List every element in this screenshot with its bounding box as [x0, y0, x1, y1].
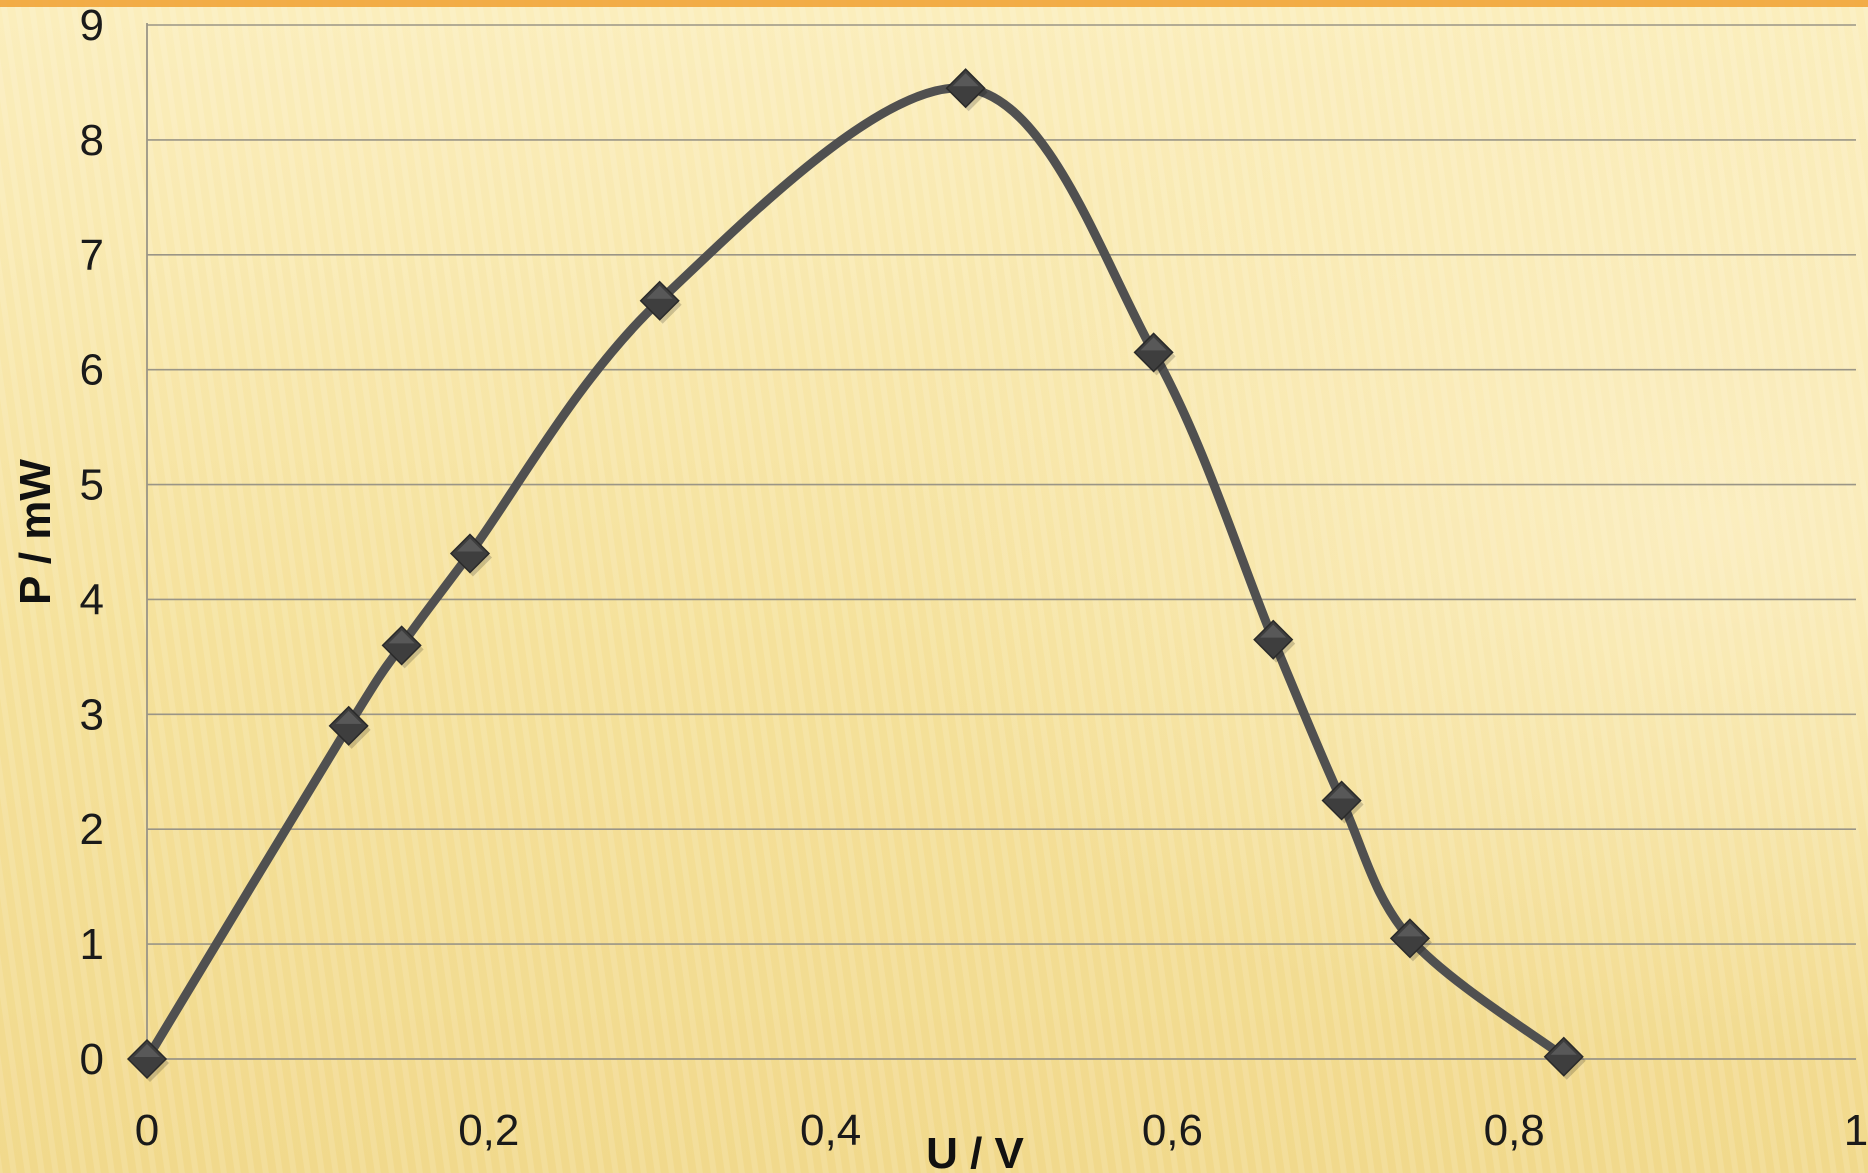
data-point-10: [1543, 1036, 1586, 1080]
data-point-6: [1133, 332, 1176, 376]
data-point-8: [1321, 780, 1364, 824]
data-point-3: [449, 533, 493, 577]
x-tick-label: 0,4: [800, 1106, 861, 1155]
data-point-1: [328, 705, 371, 749]
x-axis-title: U / V: [926, 1129, 1024, 1173]
y-tick-label: 1: [80, 920, 104, 969]
data-point-7: [1253, 619, 1296, 663]
y-tick-label: 3: [80, 690, 104, 739]
y-tick-label: 9: [80, 1, 104, 50]
y-tick-label: 6: [80, 346, 104, 395]
data-point-0: [126, 1038, 169, 1082]
x-tick-label: 0,8: [1484, 1106, 1545, 1155]
y-tick-label: 7: [80, 231, 104, 280]
x-tick-label: 1: [1844, 1106, 1868, 1155]
y-axis-title: P / mW: [11, 459, 60, 605]
data-markers: [126, 68, 1586, 1082]
y-tick-label: 8: [80, 116, 104, 165]
x-tick-label: 0: [135, 1106, 159, 1155]
top-accent-bar: [0, 0, 1868, 7]
x-tick-label: 0,2: [458, 1106, 519, 1155]
y-tick-label: 0: [80, 1035, 104, 1084]
y-tick-label: 2: [80, 805, 104, 854]
data-point-4: [639, 280, 682, 324]
data-point-5: [945, 68, 988, 112]
y-tick-label: 4: [80, 575, 104, 624]
data-point-2: [381, 625, 424, 669]
data-point-9: [1389, 918, 1432, 962]
gridlines: [147, 24, 1856, 945]
axis-labels: 0 1 2 3 4 5 6 7 8 9 0 0,2 0,4 0,6 0,8 1 U / V P / mW: [11, 1, 1868, 1173]
y-tick-label: 5: [80, 461, 104, 510]
x-tick-label: 0,6: [1142, 1106, 1203, 1155]
